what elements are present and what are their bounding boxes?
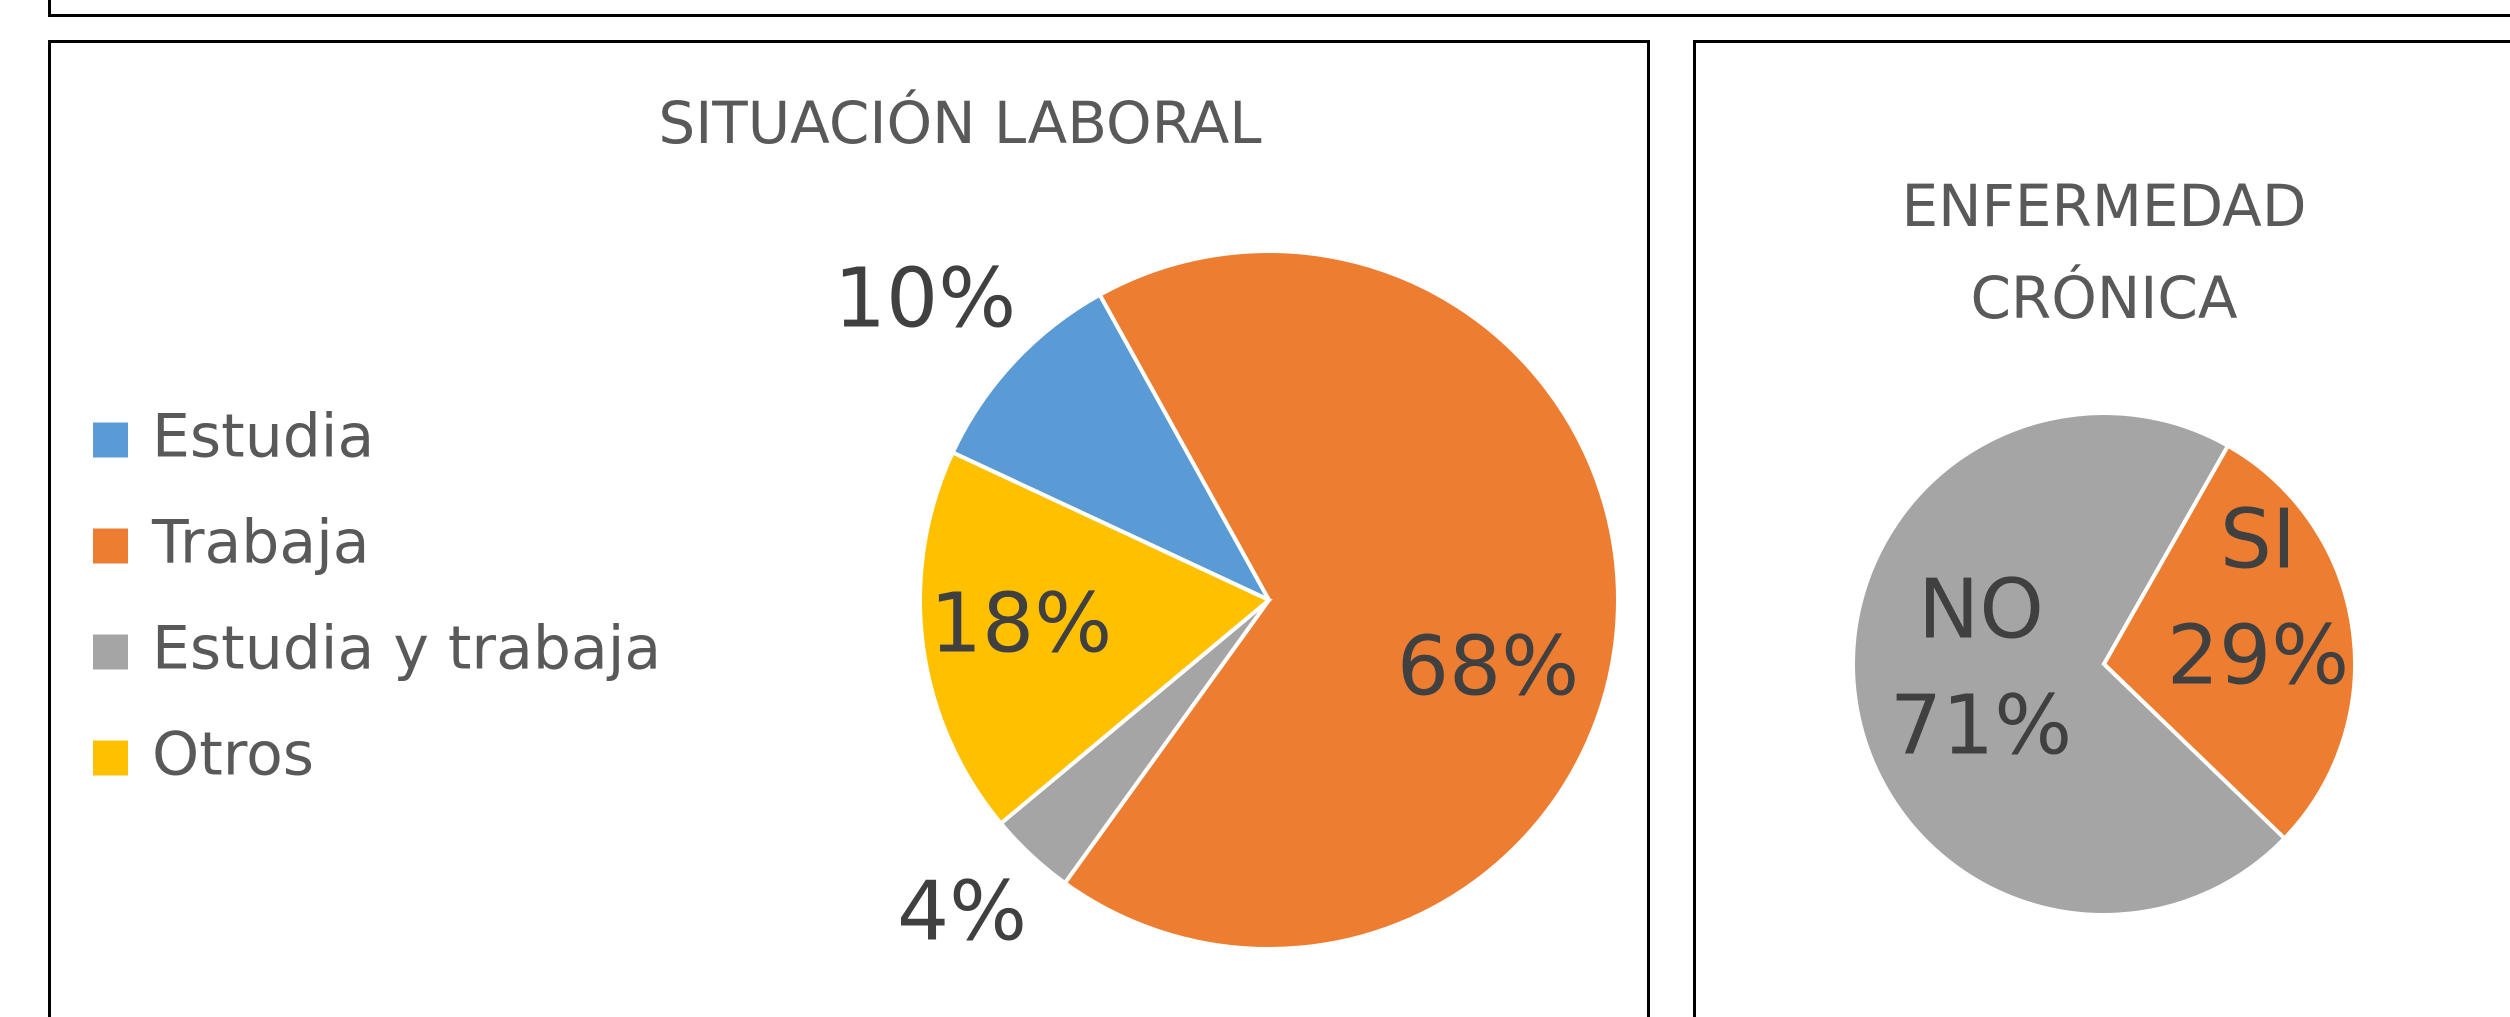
chart-title: SITUACIÓN LABORAL (658, 89, 1262, 157)
data-label: 71% (1890, 678, 2072, 773)
pie-slice (1062, 249, 1620, 951)
data-label: 10% (834, 251, 1016, 346)
legend-label: Otros (152, 720, 314, 790)
chart-title: ENFERMEDAD CRÓNICA (1901, 172, 2307, 332)
data-label: 68% (1397, 619, 1579, 714)
data-label: 4% (897, 864, 1027, 959)
pie-slice (1851, 411, 2288, 917)
legend-swatch (93, 634, 128, 670)
data-label-category: NO (1918, 562, 2044, 657)
data-label: 18% (930, 576, 1112, 671)
pie-slice (918, 449, 1273, 827)
data-label: 29% (2167, 608, 2349, 703)
pie-slice (950, 292, 1274, 605)
legend-label: Estudia y trabaja (152, 614, 661, 684)
legend-swatch (93, 528, 128, 564)
legend-swatch (93, 740, 128, 776)
pie-slice (2101, 443, 2357, 842)
data-label-category: SI (2220, 492, 2296, 587)
legend-swatch (93, 422, 128, 458)
legend-label: Estudia (152, 402, 374, 472)
top-frame (48, 0, 2510, 17)
legend-label: Trabaja (151, 508, 370, 578)
